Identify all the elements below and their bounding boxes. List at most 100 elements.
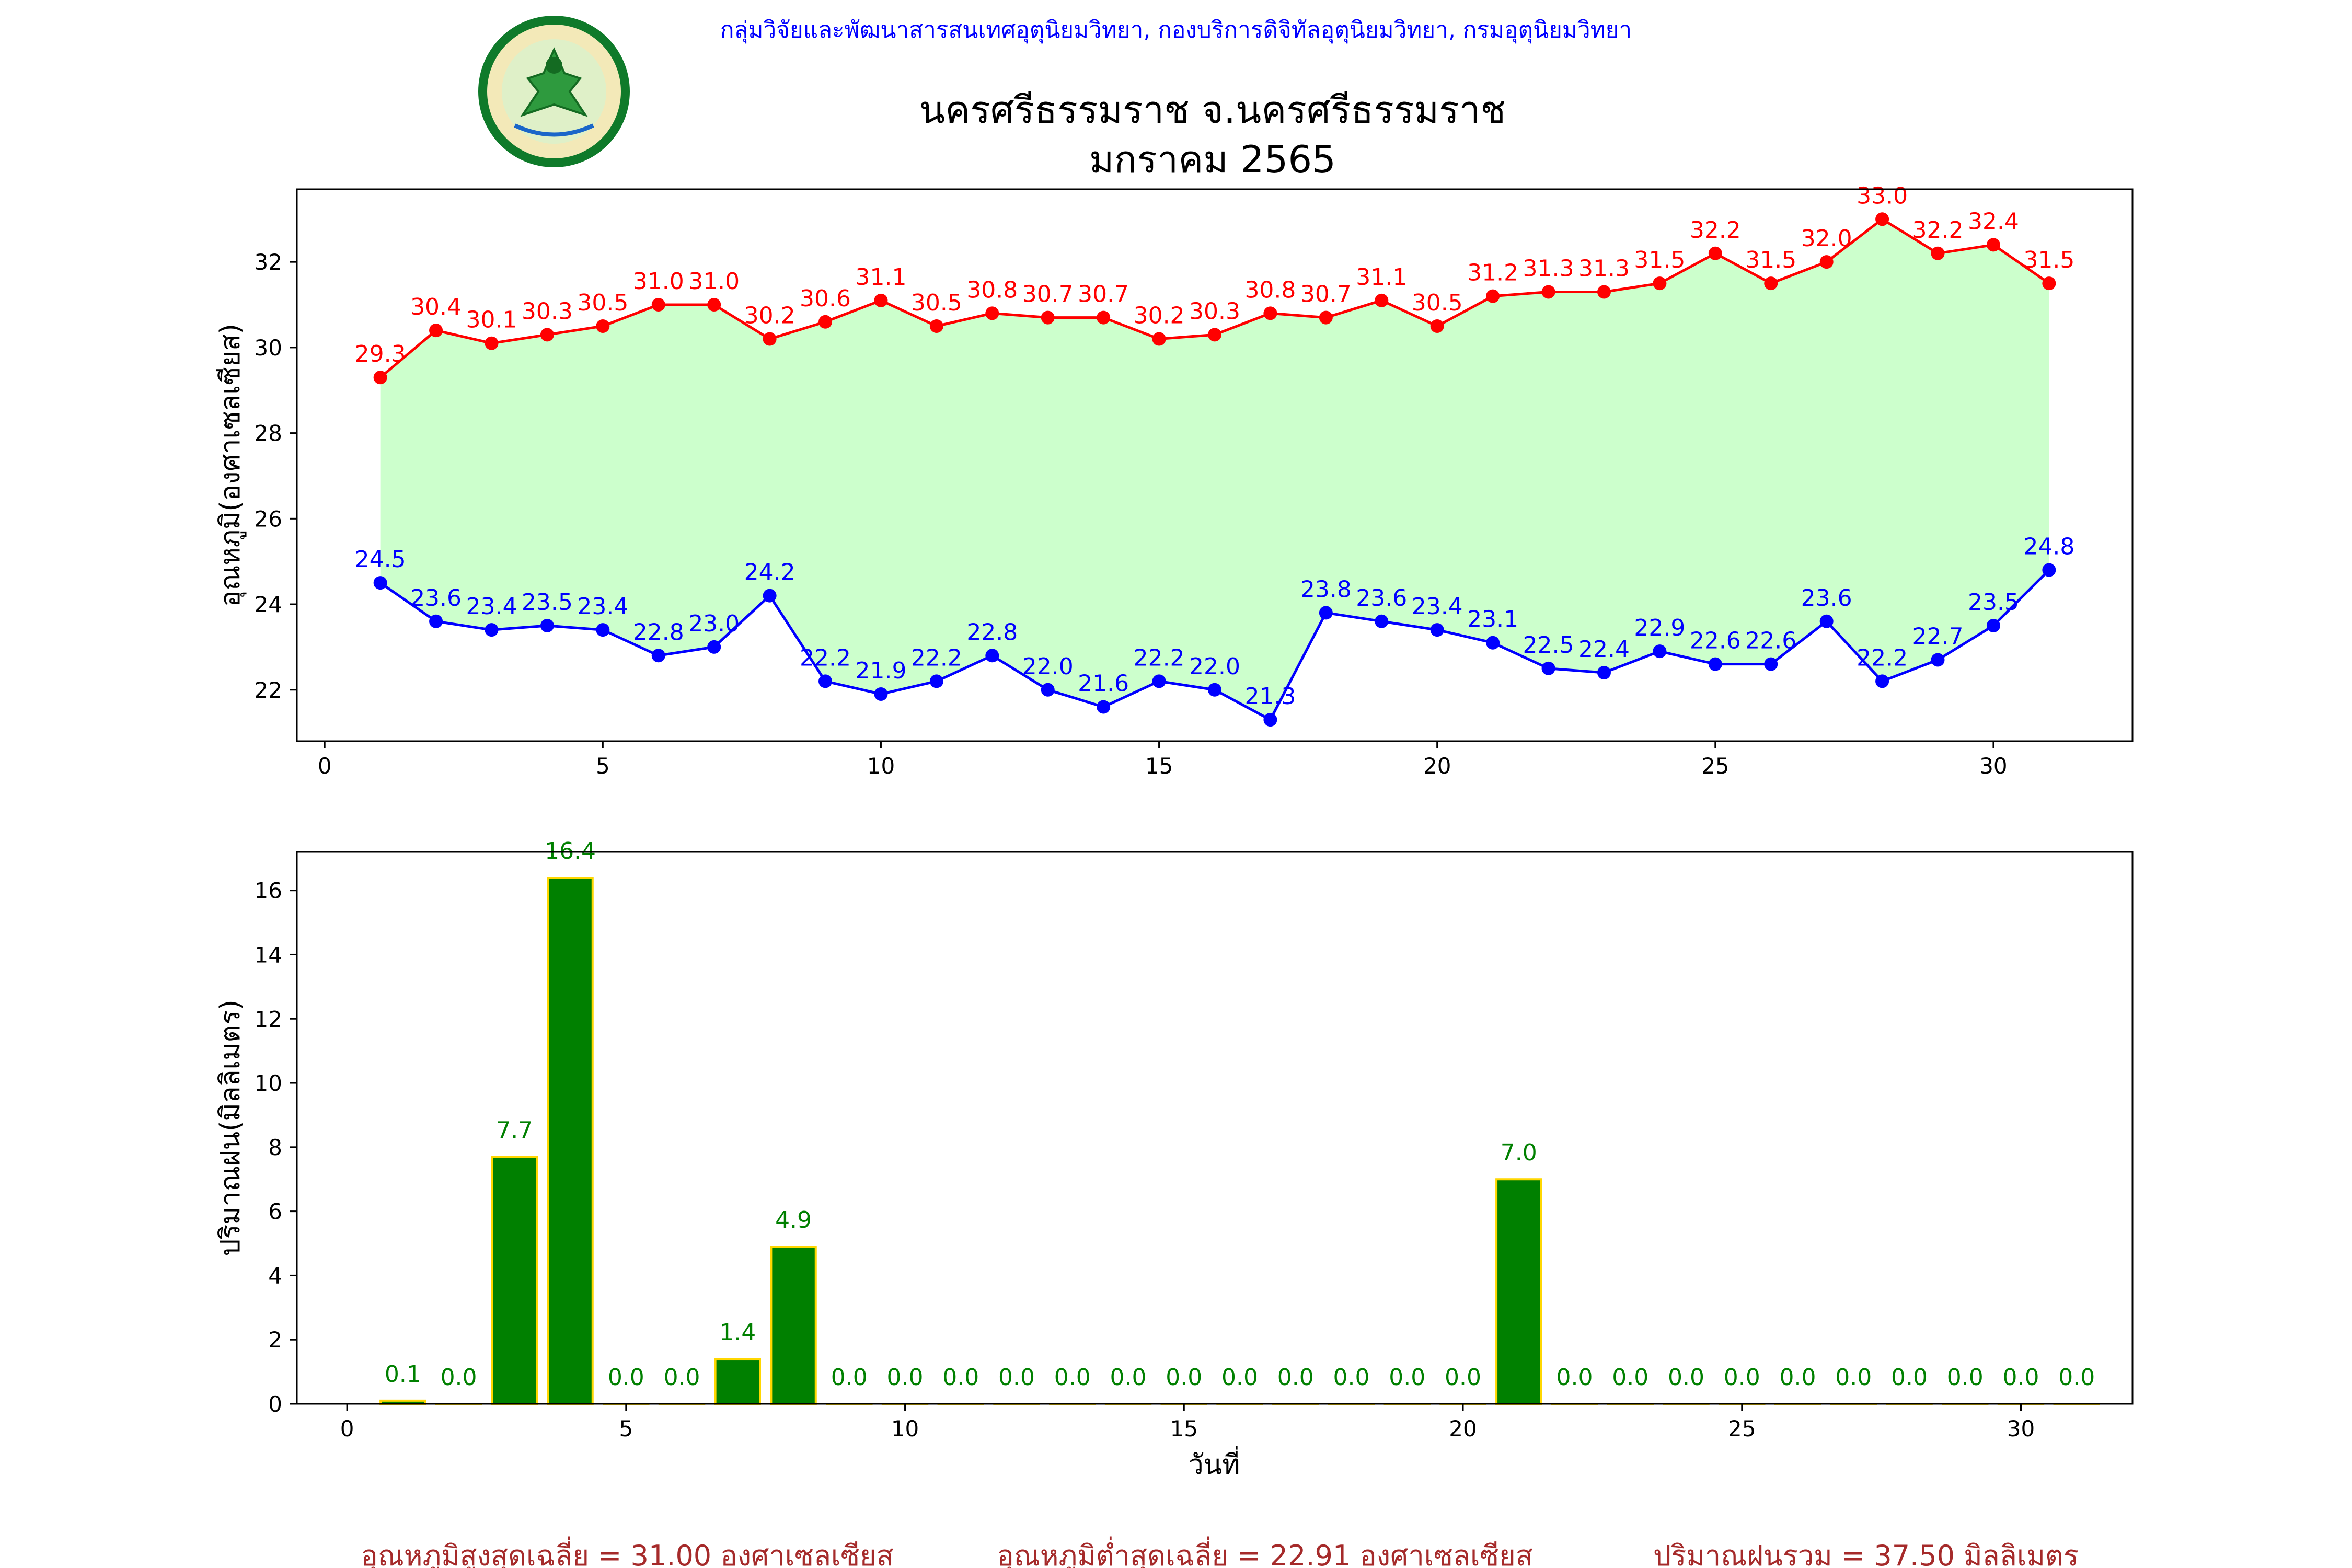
max-temperature-point	[1764, 276, 1778, 291]
x-tick-label: 25	[1701, 753, 1729, 779]
max-temperature-data-label: 30.8	[966, 276, 1018, 303]
max-temperature-data-label: 31.0	[688, 268, 740, 295]
min-temperature-data-label: 23.6	[1801, 585, 1852, 612]
min-temperature-point	[985, 649, 999, 663]
min-temperature-point	[874, 687, 888, 701]
x-tick-label: 30	[2007, 1416, 2035, 1442]
max-temperature-data-label: 30.7	[1022, 281, 1074, 308]
min-temperature-point	[818, 674, 833, 688]
rainfall-data-label: 0.0	[1277, 1364, 1314, 1391]
max-temperature-point	[1986, 238, 2000, 252]
rainfall-data-label: 0.0	[1612, 1364, 1648, 1391]
min-temperature-data-label: 22.2	[1134, 644, 1185, 671]
max-temperature-point	[1875, 212, 1889, 226]
x-tick-label: 10	[867, 753, 895, 779]
min-temperature-point	[929, 674, 943, 688]
y-tick-label: 22	[255, 677, 282, 703]
max-temperature-data-label: 30.8	[1244, 276, 1296, 303]
min-temperature-point	[1708, 657, 1722, 671]
min-temperature-data-label: 22.0	[1189, 653, 1240, 680]
max-temperature-data-label: 30.4	[410, 294, 462, 320]
min-temperature-point	[540, 618, 554, 632]
max-temperature-point	[373, 371, 387, 385]
max-temperature-data-label: 30.7	[1300, 281, 1352, 308]
max-temperature-point	[1486, 289, 1500, 303]
rainfall-data-label: 0.0	[1333, 1364, 1370, 1391]
min-temperature-data-label: 23.4	[577, 593, 628, 620]
min-temperature-data-label: 23.5	[522, 589, 573, 616]
max-temperature-point	[818, 315, 833, 329]
max-temperature-point	[1097, 310, 1111, 325]
rainfall-data-label: 0.0	[1054, 1364, 1091, 1391]
x-tick-label: 0	[318, 753, 332, 779]
y-tick-label: 8	[268, 1135, 282, 1160]
min-temperature-point	[1430, 623, 1444, 637]
min-temperature-data-label: 21.9	[855, 658, 906, 684]
max-temperature-data-label: 32.2	[1912, 217, 1964, 244]
max-temperature-data-label: 30.3	[522, 298, 573, 325]
rainfall-bar	[491, 1156, 538, 1405]
rainfall-plot-frame	[296, 851, 2134, 1405]
max-temperature-point	[1152, 332, 1166, 346]
rainfall-chart: 0.1 0.07.716.40.0 0.01.44.90.0 0.0 0.0 0.0 0.0…	[215, 838, 2134, 1481]
min-temperature-data-label: 22.5	[1523, 632, 1574, 659]
min-temperature-point	[596, 623, 610, 637]
max-temperature-data-label: 31.1	[1356, 264, 1407, 291]
min-temperature-point	[1097, 700, 1111, 714]
rainfall-data-label: 7.0	[1501, 1139, 1537, 1166]
max-temperature-data-label: 30.5	[911, 290, 962, 316]
rainfall-data-label: 0.0	[2003, 1364, 2039, 1391]
max-temperature-data-label: 32.2	[1690, 217, 1741, 244]
min-temperature-point	[651, 649, 665, 663]
min-temperature-point	[1986, 618, 2000, 632]
rainfall-data-label: 0.0	[608, 1364, 644, 1391]
max-temperature-point	[1708, 246, 1722, 260]
min-temperature-point	[1541, 661, 1555, 675]
max-temperature-point	[1541, 285, 1555, 299]
y-tick-label: 0	[268, 1391, 282, 1417]
temperature-chart: 29.330.4 30.1 30.3 30.531.0 31.030.230.631.1…	[215, 182, 2134, 779]
temperature-plot-frame	[296, 188, 2134, 742]
rainfall-data-label: 0.0	[1221, 1364, 1258, 1391]
max-temperature-point	[1319, 310, 1333, 325]
min-temperature-data-label: 24.2	[744, 559, 795, 586]
min-temperature-data-label: 22.8	[633, 619, 684, 645]
min-temperature-point	[2042, 563, 2056, 577]
max-temperature-data-label: 32.0	[1801, 225, 1852, 252]
max-temperature-data-label: 30.5	[577, 290, 628, 316]
min-temperature-data-label: 22.2	[800, 644, 851, 671]
rainfall-data-label: 0.0	[1947, 1364, 1984, 1391]
x-tick-label: 30	[1979, 753, 2007, 779]
min-temperature-data-label: 23.8	[1300, 576, 1352, 603]
min-temperature-point	[1375, 614, 1389, 628]
rainfall-x-axis-label: วันที่	[1188, 1446, 1240, 1481]
average-max-temperature: อุณหภูมิสูงสุดเฉลี่ย = 31.00 องศาเซลเซีย…	[361, 1536, 893, 1568]
y-tick-label: 16	[255, 878, 282, 904]
max-temperature-data-label: 31.1	[855, 264, 906, 291]
min-temperature-data-label: 22.4	[1578, 636, 1630, 663]
max-temperature-data-label: 30.2	[744, 303, 795, 329]
total-rainfall: ปริมาณฝนรวม = 37.50 มิลลิเมตร	[1653, 1539, 2079, 1568]
rainfall-data-label: 0.0	[441, 1364, 477, 1391]
min-temperature-point	[1653, 644, 1667, 659]
rainfall-data-label: 0.0	[998, 1364, 1035, 1391]
rainfall-data-label: 0.0	[1780, 1364, 1816, 1391]
min-temperature-point	[1041, 683, 1055, 697]
x-tick-label: 15	[1145, 753, 1173, 779]
max-temperature-point	[763, 332, 777, 346]
rainfall-y-axis-label: ปริมาณฝน(มิลลิเมตร)	[215, 999, 246, 1256]
max-temperature-point	[540, 328, 554, 342]
y-tick-label: 6	[268, 1199, 282, 1225]
max-temperature-data-label: 31.3	[1523, 255, 1574, 282]
max-temperature-point	[596, 319, 610, 333]
rainfall-data-label: 0.0	[887, 1364, 924, 1391]
min-temperature-data-label: 22.2	[1857, 644, 1908, 671]
min-temperature-point	[1152, 674, 1166, 688]
rainfall-data-label: 0.0	[1668, 1364, 1704, 1391]
rainfall-data-label: 0.0	[2058, 1364, 2095, 1391]
min-temperature-data-label: 22.6	[1745, 628, 1796, 654]
average-min-temperature: อุณหภูมิต่ำสุดเฉลี่ย = 22.91 องศาเซลเซีย…	[997, 1536, 1532, 1568]
max-temperature-point	[707, 298, 721, 312]
rainfall-data-label: 0.0	[1110, 1364, 1147, 1391]
min-temperature-data-label: 21.6	[1078, 671, 1129, 697]
